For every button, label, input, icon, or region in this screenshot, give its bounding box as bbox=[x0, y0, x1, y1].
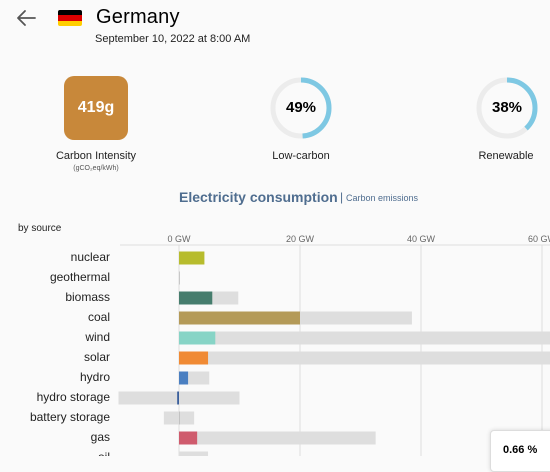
category-label: solar bbox=[84, 350, 110, 364]
carbon-intensity-badge: 419g bbox=[64, 76, 128, 140]
data-bar bbox=[179, 431, 198, 445]
category-label: oil bbox=[98, 450, 110, 456]
data-bar bbox=[177, 391, 179, 405]
low-carbon-value: 49% bbox=[285, 99, 317, 116]
data-bar bbox=[179, 411, 180, 425]
category-label: wind bbox=[84, 330, 110, 344]
category-label: hydro bbox=[80, 370, 110, 384]
capacity-bar bbox=[179, 351, 550, 365]
germany-flag-icon bbox=[58, 10, 82, 26]
category-label: geothermal bbox=[50, 270, 110, 284]
category-label: nuclear bbox=[71, 250, 110, 264]
back-button[interactable] bbox=[14, 7, 38, 29]
carbon-intensity-unit: (gCO₂eq/kWh) bbox=[73, 165, 119, 172]
arrow-left-icon bbox=[17, 10, 36, 26]
category-label: gas bbox=[91, 430, 110, 444]
data-bar bbox=[179, 331, 216, 345]
data-bar bbox=[179, 311, 300, 325]
tab-electricity-consumption[interactable]: Electricity consumption bbox=[179, 189, 338, 205]
data-bar bbox=[179, 371, 189, 385]
capacity-bar bbox=[179, 451, 209, 456]
low-carbon-label: Low-carbon bbox=[272, 150, 330, 162]
low-carbon-gauge bbox=[270, 77, 332, 139]
carbon-intensity-label: Carbon Intensity bbox=[55, 150, 137, 162]
data-bar bbox=[179, 351, 209, 365]
category-label: coal bbox=[88, 310, 110, 324]
data-bar bbox=[179, 251, 205, 265]
tooltip-value: 0.66 % bbox=[503, 444, 538, 456]
category-label: hydro storage bbox=[37, 390, 111, 404]
by-source-label: by source bbox=[18, 223, 62, 234]
renewable-gauge bbox=[476, 77, 538, 139]
x-tick-label: 20 GW bbox=[286, 234, 315, 244]
category-label: battery storage bbox=[30, 410, 110, 424]
x-tick-label: 0 GW bbox=[167, 234, 191, 244]
x-tick-label: 60 GW bbox=[528, 234, 550, 244]
data-bar bbox=[179, 291, 213, 305]
renewable-value: 38% bbox=[491, 99, 523, 116]
category-label: biomass bbox=[65, 290, 110, 304]
consumption-bar-chart: 0 GW 20 GW 40 GW 60 GW nuclear geothermal biom… bbox=[30, 234, 550, 456]
renewable-label: Renewable bbox=[478, 150, 534, 162]
datetime-label: September 10, 2022 at 8:00 AM bbox=[95, 33, 251, 45]
data-bar bbox=[179, 271, 180, 285]
capacity-bar bbox=[179, 331, 550, 345]
tab-separator: | bbox=[340, 190, 344, 204]
tab-carbon-emissions[interactable]: Carbon emissions bbox=[346, 193, 419, 203]
tooltip: 0.66 % bbox=[490, 430, 550, 472]
country-title: Germany bbox=[96, 6, 180, 28]
x-tick-label: 40 GW bbox=[407, 234, 436, 244]
capacity-bar bbox=[179, 431, 376, 445]
